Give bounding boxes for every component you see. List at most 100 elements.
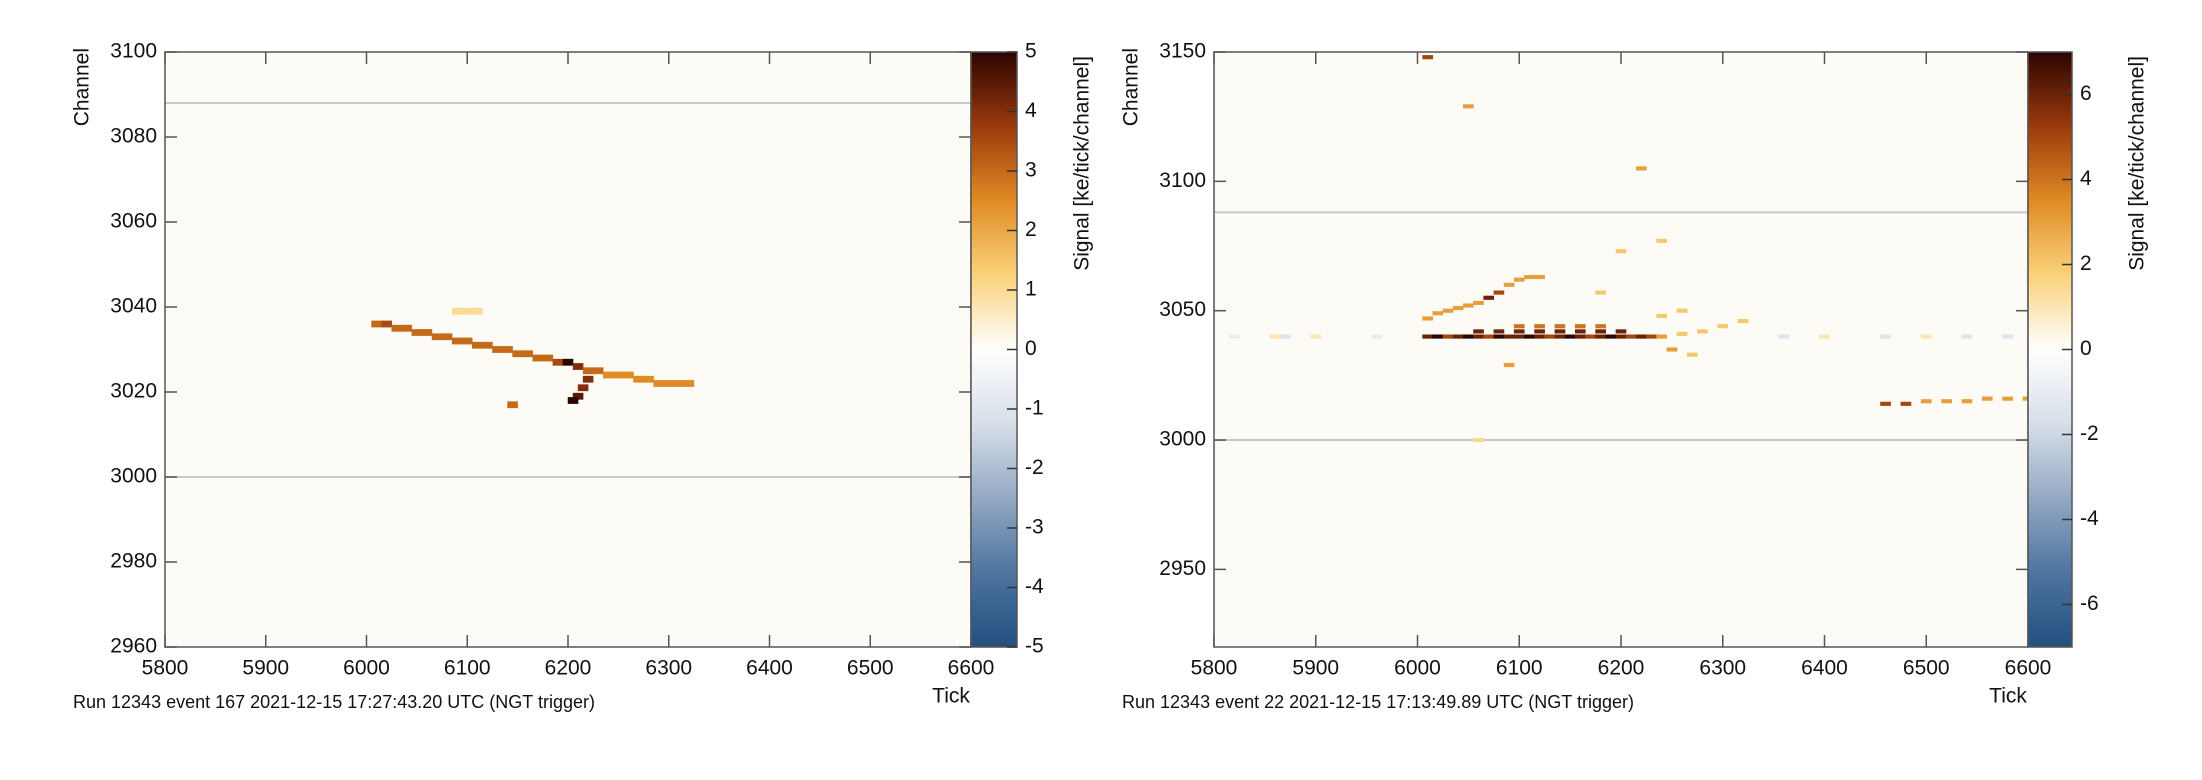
x-tick-label: 6600 [2005, 657, 2052, 680]
colorbar-tick-label: 3 [1025, 159, 1037, 182]
signal-cell [1574, 334, 1586, 339]
signal-cell [633, 375, 644, 383]
y-tick-label: 3100 [1159, 169, 1206, 192]
signal-cell [582, 367, 594, 375]
colorbar-tick-label: -4 [2080, 507, 2099, 530]
signal-cell [1503, 282, 1515, 287]
signal-cell [1819, 334, 1830, 339]
x-tick-label: 6000 [343, 657, 390, 680]
signal-cell [623, 371, 634, 379]
signal-cell [1656, 334, 1668, 339]
colorbar-tick-label: -1 [1025, 397, 1044, 420]
signal-cell [582, 375, 594, 383]
footer: Run 12343 event 22 2021-12-15 17:13:49.8… [1122, 692, 1634, 712]
signal-cell [1595, 329, 1606, 334]
signal-cell [1442, 334, 1454, 339]
signal-cell [451, 307, 463, 315]
signal-cell [441, 333, 453, 341]
y-tick-label: 3050 [1159, 298, 1206, 321]
x-tick-label: 6100 [1496, 657, 1543, 680]
signal-cell [1666, 347, 1678, 352]
signal-cell [1676, 308, 1688, 313]
signal-cell [507, 401, 518, 409]
colorbar-tick-label: -6 [2080, 592, 2099, 615]
signal-cell [1463, 104, 1474, 109]
signal-cell [1229, 334, 1240, 339]
signal-cell [1646, 334, 1657, 339]
signal-cell [562, 358, 574, 366]
signal-cell [1483, 334, 1495, 339]
signal-cell [1615, 249, 1627, 254]
y-tick-label: 3060 [110, 210, 157, 233]
signal-cell [381, 320, 392, 328]
signal-cell [482, 341, 493, 349]
x-tick-label: 5900 [242, 657, 289, 680]
signal-cell [391, 324, 403, 332]
signal-cell [522, 350, 533, 358]
signal-cell [1981, 396, 1993, 401]
signal-cell [552, 358, 564, 366]
signal-cell [1697, 329, 1708, 334]
signal-cell [1595, 334, 1606, 339]
x-tick-label: 6200 [545, 657, 592, 680]
signal-cell [1432, 334, 1444, 339]
y-tick-label: 3150 [1159, 40, 1206, 63]
x-tick-label: 6300 [1699, 657, 1746, 680]
colorbar-label: Signal [ke/tick/channel] [1071, 56, 1094, 271]
signal-cell [2002, 334, 2013, 339]
signal-cell [431, 333, 443, 341]
signal-cell [1493, 290, 1505, 295]
x-tick-label: 6300 [645, 657, 692, 680]
signal-cell [1636, 334, 1647, 339]
signal-cell [1503, 362, 1515, 368]
signal-cell [1473, 329, 1484, 334]
signal-cell [1605, 334, 1617, 339]
x-tick-label: 6400 [1801, 657, 1848, 680]
colorbar-tick-label: -2 [2080, 422, 2099, 445]
signal-cell [1961, 399, 1973, 404]
signal-cell [1513, 324, 1525, 329]
signal-cell [1534, 324, 1545, 329]
signal-cell [1554, 334, 1566, 339]
signal-cell [1615, 334, 1627, 339]
signal-cell [592, 367, 604, 375]
signal-cell [1269, 334, 1281, 339]
x-tick-label: 5800 [142, 657, 189, 680]
signal-cell [1442, 308, 1454, 313]
signal-cell [492, 346, 503, 353]
signal-cell [1534, 334, 1545, 339]
signal-cell [1961, 334, 1973, 339]
signal-cell [577, 384, 589, 392]
signal-cell [1473, 437, 1484, 443]
plot-area [165, 52, 971, 647]
signal-cell [1534, 329, 1545, 334]
signal-cell [683, 380, 695, 387]
y-axis-label: Channel [1120, 48, 1143, 126]
signal-cell [532, 354, 544, 362]
signal-cell [653, 380, 664, 387]
colorbar-tick-label: -3 [1025, 516, 1044, 539]
colorbar-label: Signal [ke/tick/channel] [2126, 56, 2149, 271]
signal-cell [1463, 334, 1474, 339]
signal-cell [1941, 399, 1952, 404]
signal-cell [1554, 329, 1566, 334]
signal-cell [1483, 295, 1495, 300]
signal-cell [1625, 334, 1637, 339]
signal-cell [572, 392, 584, 400]
footer: Run 12343 event 167 2021-12-15 17:27:43.… [73, 692, 595, 712]
signal-cell [1615, 329, 1627, 334]
signal-cell [1717, 324, 1729, 329]
plot-area [1214, 52, 2028, 647]
signal-cell [1503, 334, 1515, 339]
signal-cell [1534, 274, 1545, 280]
signal-cell [1524, 334, 1535, 339]
signal-cell [512, 350, 523, 358]
x-tick-label: 6500 [1903, 657, 1950, 680]
signal-cell [1493, 329, 1505, 334]
signal-cell [502, 346, 513, 353]
y-tick-label: 3100 [110, 40, 157, 63]
signal-cell [2002, 396, 2013, 401]
x-tick-label: 6600 [948, 657, 995, 680]
signal-cell [1585, 334, 1596, 339]
